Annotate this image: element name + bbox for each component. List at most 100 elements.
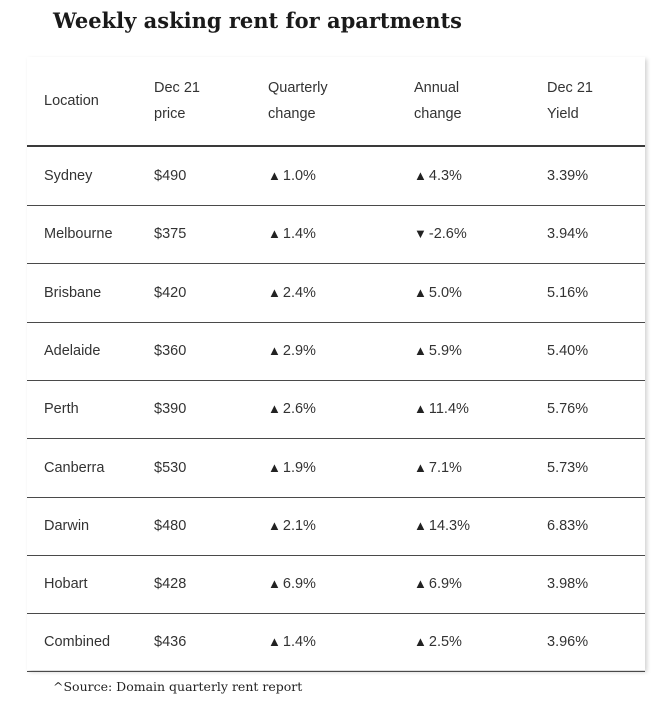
triangle-up-icon: ▲ <box>268 284 281 300</box>
location-cell: Combined <box>44 634 111 651</box>
annual-change-value: 7.1% <box>428 459 462 476</box>
annual-change-value: 11.4% <box>428 401 469 418</box>
triangle-up-icon: ▲ <box>268 634 281 650</box>
triangle-up-icon: ▲ <box>268 342 281 358</box>
triangle-up-icon: ▲ <box>268 517 281 533</box>
header-price: Dec 21 price <box>154 75 200 127</box>
table-row: Melbourne $375 ▲ 1.4% ▼ -2.6% 3.94% <box>27 205 645 265</box>
annual-change-cell: ▼ -2.6% <box>414 205 467 263</box>
annual-change-cell: ▲ 6.9% <box>414 555 462 613</box>
quarterly-change-cell: ▲ 1.9% <box>268 439 316 497</box>
price-cell: $480 <box>154 517 187 534</box>
triangle-up-icon: ▲ <box>414 284 427 300</box>
quarterly-change-value: 6.9% <box>282 576 316 593</box>
table-row: Perth $390 ▲ 2.6% ▲ 11.4% 5.76% <box>27 380 645 440</box>
triangle-up-icon: ▲ <box>414 342 427 358</box>
triangle-up-icon: ▲ <box>268 168 281 183</box>
table-row: Sydney $490 ▲ 1.0% ▲ 4.3% 3.39% <box>27 147 645 206</box>
annual-change-cell: ▲ 5.0% <box>414 264 462 322</box>
header-price-line2: price <box>154 106 186 122</box>
triangle-up-icon: ▲ <box>414 517 427 533</box>
yield-cell: 5.16% <box>547 284 589 301</box>
triangle-up-icon: ▲ <box>268 401 281 417</box>
price-cell: $490 <box>154 168 187 184</box>
quarterly-change-cell: ▲ 2.6% <box>268 380 316 438</box>
header-yield-line1: Dec 21 <box>547 80 593 96</box>
annual-change-value: 5.0% <box>428 284 462 301</box>
quarterly-change-value: 2.1% <box>282 517 316 534</box>
quarterly-change-value: 1.4% <box>282 226 316 243</box>
header-quarterly-line2: change <box>268 106 316 122</box>
yield-cell: 3.98% <box>547 576 589 593</box>
price-cell: $390 <box>154 401 187 418</box>
location-cell: Melbourne <box>44 226 113 243</box>
table-row: Hobart $428 ▲ 6.9% ▲ 6.9% 3.98% <box>27 555 645 615</box>
triangle-up-icon: ▲ <box>268 576 281 592</box>
location-cell: Darwin <box>44 517 90 534</box>
table-row: Adelaide $360 ▲ 2.9% ▲ 5.9% 5.40% <box>27 322 645 381</box>
triangle-up-icon: ▲ <box>414 634 427 650</box>
location-cell: Hobart <box>44 576 88 593</box>
quarterly-change-value: 1.0% <box>282 168 316 184</box>
table-row: Combined $436 ▲ 1.4% ▲ 2.5% 3.96% <box>27 613 645 673</box>
quarterly-change-value: 2.4% <box>282 284 316 301</box>
quarterly-change-cell: ▲ 2.1% <box>268 497 316 555</box>
quarterly-change-cell: ▲ 1.0% <box>268 147 316 205</box>
yield-cell: 5.73% <box>547 459 589 476</box>
yield-cell: 5.76% <box>547 401 589 418</box>
annual-change-value: 2.5% <box>428 634 462 651</box>
price-cell: $436 <box>154 634 187 651</box>
triangle-up-icon: ▲ <box>268 459 281 475</box>
location-cell: Adelaide <box>44 342 101 359</box>
annual-change-cell: ▲ 14.3% <box>414 497 470 555</box>
yield-cell: 3.94% <box>547 226 589 243</box>
triangle-up-icon: ▲ <box>414 459 427 475</box>
annual-change-cell: ▲ 11.4% <box>414 380 469 438</box>
table-row: Brisbane $420 ▲ 2.4% ▲ 5.0% 5.16% <box>27 264 645 323</box>
quarterly-change-cell: ▲ 6.9% <box>268 555 316 613</box>
table-header: Location Dec 21 price Quarterly change A… <box>27 57 645 147</box>
yield-cell: 5.40% <box>547 342 589 359</box>
header-yield: Dec 21 Yield <box>547 75 593 127</box>
triangle-up-icon: ▲ <box>268 226 281 242</box>
price-cell: $360 <box>154 342 187 359</box>
yield-cell: 6.83% <box>547 517 589 534</box>
header-price-line1: Dec 21 <box>154 80 200 96</box>
triangle-down-icon: ▼ <box>414 226 427 242</box>
annual-change-value: 6.9% <box>428 576 462 593</box>
table-row: Canberra $530 ▲ 1.9% ▲ 7.1% 5.73% <box>27 439 645 498</box>
annual-change-cell: ▲ 5.9% <box>414 322 462 380</box>
table-row: Darwin $480 ▲ 2.1% ▲ 14.3% 6.83% <box>27 497 645 556</box>
quarterly-change-cell: ▲ 2.4% <box>268 264 316 322</box>
price-cell: $428 <box>154 576 187 593</box>
annual-change-cell: ▲ 2.5% <box>414 613 462 671</box>
annual-change-value: -2.6% <box>428 226 467 243</box>
quarterly-change-value: 2.9% <box>282 342 316 359</box>
quarterly-change-cell: ▲ 2.9% <box>268 322 316 380</box>
quarterly-change-cell: ▲ 1.4% <box>268 613 316 671</box>
table-title: Weekly asking rent for apartments <box>53 8 463 33</box>
annual-change-cell: ▲ 7.1% <box>414 439 462 497</box>
yield-cell: 3.39% <box>547 168 589 184</box>
price-cell: $530 <box>154 459 187 476</box>
annual-change-value: 5.9% <box>428 342 462 359</box>
location-cell: Canberra <box>44 459 105 476</box>
triangle-up-icon: ▲ <box>414 168 427 183</box>
annual-change-value: 14.3% <box>428 517 470 534</box>
triangle-up-icon: ▲ <box>414 401 427 417</box>
location-cell: Sydney <box>44 168 93 184</box>
header-annual-change: Annual change <box>414 75 462 127</box>
quarterly-change-value: 1.4% <box>282 634 316 651</box>
location-cell: Perth <box>44 401 79 418</box>
price-cell: $375 <box>154 226 187 243</box>
annual-change-value: 4.3% <box>428 168 462 184</box>
location-cell: Brisbane <box>44 284 102 301</box>
header-location: Location <box>44 93 99 109</box>
triangle-up-icon: ▲ <box>414 576 427 592</box>
rent-table: Location Dec 21 price Quarterly change A… <box>27 57 645 673</box>
header-annual-line1: Annual <box>414 80 460 96</box>
quarterly-change-cell: ▲ 1.4% <box>268 205 316 263</box>
quarterly-change-value: 1.9% <box>282 459 316 476</box>
quarterly-change-value: 2.6% <box>282 401 316 418</box>
header-annual-line2: change <box>414 106 462 122</box>
